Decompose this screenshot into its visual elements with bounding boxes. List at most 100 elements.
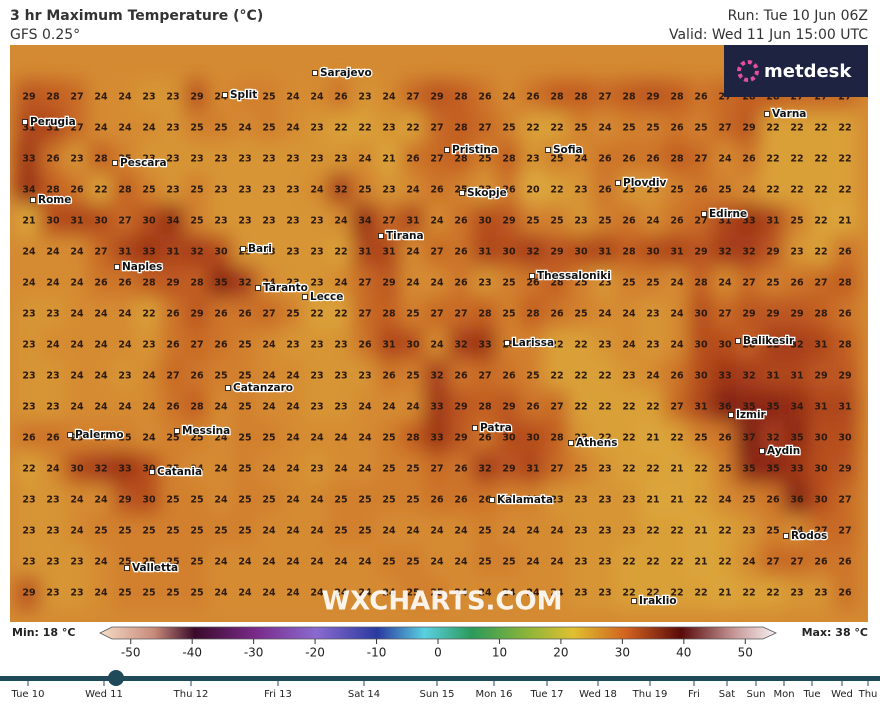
temperature-label: 26 — [454, 278, 468, 289]
heat-cell — [16, 359, 42, 393]
temperature-label: 24 — [646, 371, 660, 382]
city-label: Rodos — [791, 530, 827, 542]
temperature-label: 23 — [598, 278, 611, 289]
temperature-label: 28 — [574, 92, 588, 103]
timeline-bar[interactable] — [0, 676, 880, 681]
heat-cell — [448, 421, 474, 455]
heat-cell — [688, 142, 714, 176]
temperature-label: 24 — [526, 526, 540, 537]
heat-cell — [160, 328, 186, 362]
temperature-label: 28 — [622, 247, 636, 258]
heat-cell — [472, 452, 498, 486]
temperature-label: 25 — [670, 185, 683, 196]
temperature-label: 26 — [646, 154, 660, 165]
temperature-label: 22 — [838, 185, 851, 196]
temperature-label: 24 — [310, 92, 324, 103]
temperature-label: 29 — [694, 247, 707, 258]
heat-cell — [520, 111, 546, 145]
temperature-label: 29 — [166, 278, 179, 289]
heat-cell — [736, 359, 762, 393]
heat-cell — [784, 359, 810, 393]
temperature-label: 23 — [574, 557, 587, 568]
heat-cell — [64, 359, 90, 393]
heat-cell — [256, 514, 282, 548]
temperature-label: 23 — [22, 371, 35, 382]
temperature-label: 21 — [694, 557, 707, 568]
temperature-label: 24 — [790, 526, 804, 537]
timeline-label: Fri 13 — [264, 689, 292, 700]
city-label: Pescara — [120, 157, 167, 169]
temperature-label: 37 — [742, 433, 755, 444]
temperature-label: 28 — [454, 123, 468, 134]
heat-cell — [160, 421, 186, 455]
temperature-label: 24 — [214, 433, 228, 444]
heat-cell — [784, 483, 810, 517]
temperature-label: 25 — [526, 495, 539, 506]
temperature-label: 22 — [814, 154, 827, 165]
heat-cell — [64, 514, 90, 548]
heat-cell — [280, 545, 306, 579]
temperature-label: 25 — [118, 526, 131, 537]
heat-cell — [520, 390, 546, 424]
heat-cell — [328, 297, 354, 331]
temperature-label: 24 — [358, 402, 372, 413]
temperature-label: 23 — [166, 123, 179, 134]
temperature-label: 23 — [214, 154, 227, 165]
city-label: Messina — [182, 425, 230, 437]
heat-cell — [376, 421, 402, 455]
heat-cell — [616, 204, 642, 238]
colorbar-tick-label: 10 — [492, 646, 507, 660]
city-marker — [378, 233, 384, 239]
temperature-label: 24 — [406, 247, 420, 258]
city-marker — [114, 264, 120, 270]
heat-cell — [688, 173, 714, 207]
heat-cell — [256, 545, 282, 579]
temperature-label: 27 — [790, 557, 803, 568]
city-label: Athens — [576, 437, 617, 449]
heat-cell — [400, 142, 426, 176]
temperature-label: 24 — [286, 464, 300, 475]
heat-cell — [208, 111, 234, 145]
heat-cell — [544, 576, 570, 610]
heat-cell — [736, 235, 762, 269]
temperature-label: 24 — [358, 588, 372, 599]
temperature-label: 25 — [214, 526, 227, 537]
timeline-label: Wed — [831, 689, 853, 700]
heat-cell — [136, 421, 162, 455]
heat-cell — [184, 514, 210, 548]
temperature-label: 29 — [766, 247, 779, 258]
heat-cell — [592, 173, 618, 207]
timeline-knob[interactable] — [108, 670, 124, 686]
heat-cell — [136, 328, 162, 362]
temperature-label: 25 — [406, 309, 419, 320]
city-marker — [472, 425, 478, 431]
temperature-label: 23 — [334, 402, 347, 413]
heat-cell — [112, 111, 138, 145]
temperature-label: 28 — [694, 278, 708, 289]
heat-cell — [328, 204, 354, 238]
heat-cell — [520, 297, 546, 331]
temperature-label: 25 — [94, 433, 107, 444]
heat-cell — [64, 80, 90, 114]
temperature-label: 24 — [646, 216, 660, 227]
heat-cell — [496, 80, 522, 114]
temperature-label: 23 — [622, 371, 635, 382]
heat-cell — [760, 545, 786, 579]
heat-cell — [496, 359, 522, 393]
value-labels: 29 28 27 24 24 23 23 29 24 25 25 24 24 26 23 24 27 29 28 26… — [22, 92, 852, 599]
heat-cell — [448, 204, 474, 238]
temperature-label: 24 — [286, 123, 300, 134]
heat-cell — [760, 359, 786, 393]
colorbar — [99, 626, 777, 640]
temperature-label: 25 — [118, 588, 131, 599]
heat-cell — [616, 235, 642, 269]
heat-cell — [376, 328, 402, 362]
heat-cell — [592, 328, 618, 362]
temperature-label: 29 — [190, 92, 203, 103]
temperature-label: 23 — [574, 216, 587, 227]
temperature-label: 23 — [46, 557, 59, 568]
heat-cell — [760, 173, 786, 207]
heat-cell — [232, 266, 258, 300]
temperature-label: 28 — [94, 154, 108, 165]
temperature-label: 25 — [502, 495, 515, 506]
